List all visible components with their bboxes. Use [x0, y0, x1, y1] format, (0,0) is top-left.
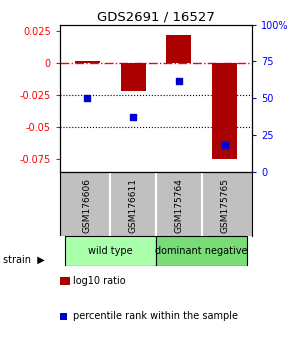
Bar — [212, 63, 237, 159]
Text: strain  ▶: strain ▶ — [3, 255, 45, 265]
Text: GSM175764: GSM175764 — [174, 178, 183, 233]
Text: wild type: wild type — [88, 246, 133, 256]
Text: log10 ratio: log10 ratio — [73, 276, 125, 286]
Bar — [75, 61, 100, 63]
Text: GSM175765: GSM175765 — [220, 178, 229, 233]
Point — [222, 142, 227, 148]
Text: GSM176606: GSM176606 — [83, 178, 92, 233]
Point — [176, 78, 181, 84]
Bar — [156, 236, 248, 266]
Point — [131, 114, 136, 120]
Point — [85, 95, 90, 101]
Text: GSM176611: GSM176611 — [129, 178, 138, 233]
Text: dominant negative: dominant negative — [155, 246, 248, 256]
Text: percentile rank within the sample: percentile rank within the sample — [73, 312, 238, 321]
Bar — [121, 63, 146, 91]
Bar — [166, 35, 191, 63]
Bar — [64, 236, 156, 266]
Title: GDS2691 / 16527: GDS2691 / 16527 — [97, 11, 215, 24]
